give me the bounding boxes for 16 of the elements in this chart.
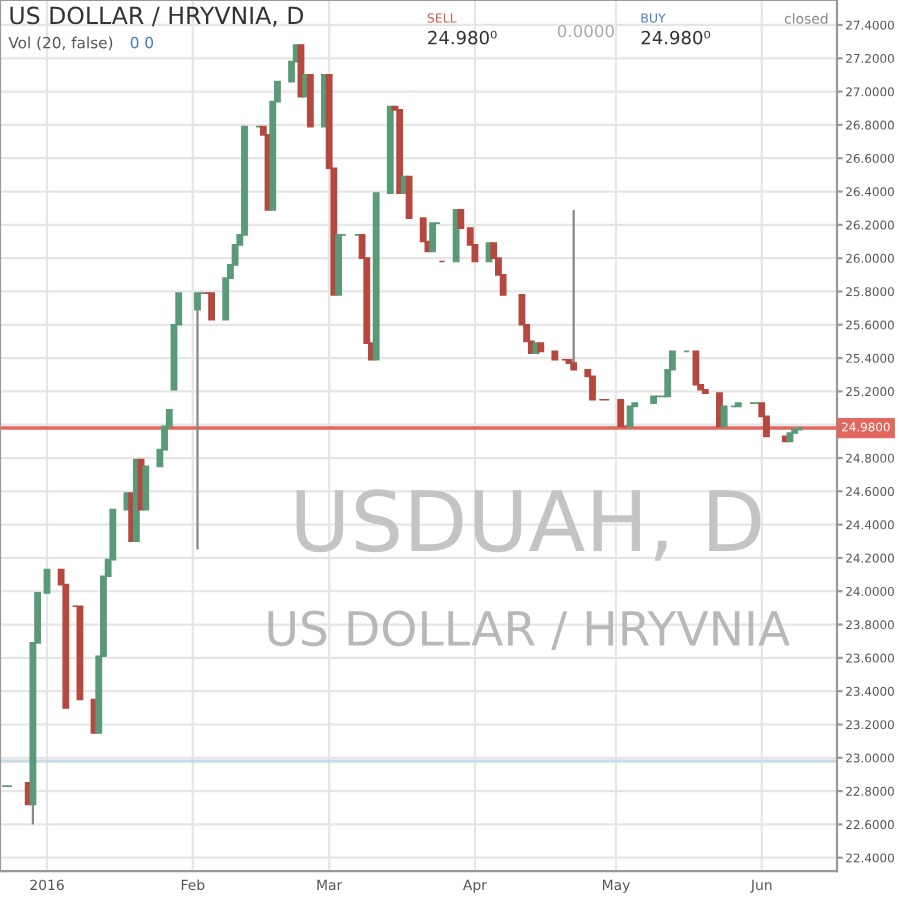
annotation: 24.980⁰ (428, 30, 497, 45)
annotation: 24.980⁰ (641, 30, 711, 45)
candlestick (720, 405, 728, 428)
annotation: 0.0000 (557, 24, 614, 38)
candlestick (194, 292, 201, 551)
candlestick (589, 375, 596, 401)
candlestick (90, 698, 98, 734)
chart-title: US DOLLAR / HRYVNIA, D (10, 6, 304, 27)
annotation: US DOLLAR / HRYVNIA (268, 610, 790, 651)
candlestick (208, 292, 216, 321)
candlestick (142, 465, 150, 511)
candlestick (692, 350, 700, 386)
annotation: USDUAH, D (296, 489, 761, 561)
candlestick (716, 392, 723, 428)
candlestick (570, 208, 578, 371)
candlestick (24, 781, 32, 806)
